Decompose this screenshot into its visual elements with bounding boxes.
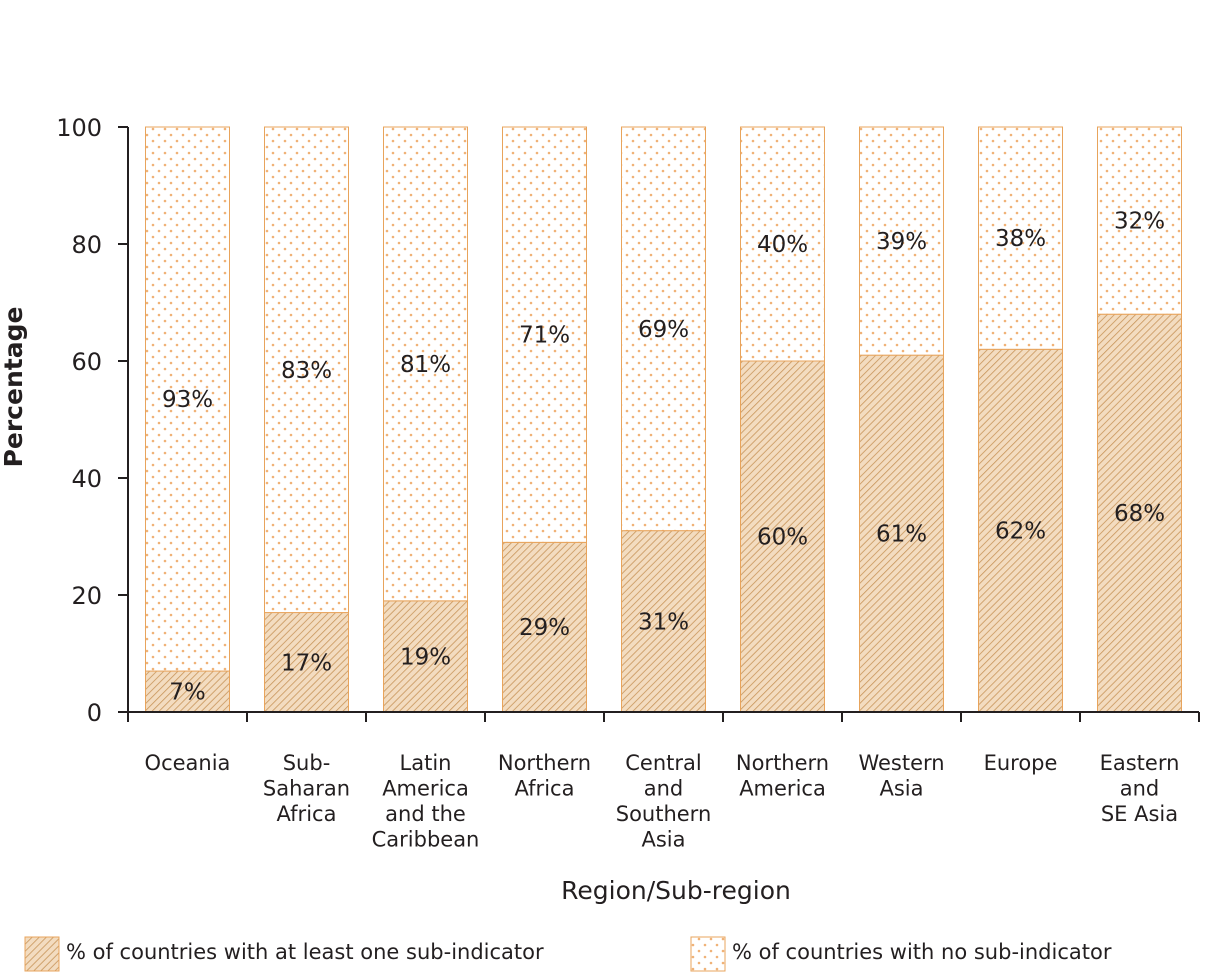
legend: % of countries with at least one sub-ind… bbox=[24, 936, 1112, 972]
data-label-with-subindicator: 19% bbox=[400, 644, 451, 670]
x-tick-label: Oceania bbox=[145, 751, 231, 775]
y-tick-label: 0 bbox=[87, 699, 102, 727]
data-label-no-subindicator: 39% bbox=[876, 229, 927, 255]
data-label-with-subindicator: 17% bbox=[281, 650, 332, 676]
data-label-with-subindicator: 62% bbox=[995, 519, 1046, 545]
axes-layer: 0 20 40 60 80 100 bbox=[56, 114, 1200, 727]
bar-segment-with-subindicator bbox=[1097, 313, 1182, 713]
y-tick-label: 100 bbox=[56, 114, 102, 142]
x-tick-label: Northern Africa bbox=[498, 751, 591, 801]
x-tick-label: Central and Southern Asia bbox=[616, 751, 712, 852]
legend-label-dots: % of countries with no sub-indicator bbox=[732, 940, 1112, 964]
bar-segment-with-subindicator bbox=[859, 354, 944, 713]
y-axis-title: Percentage bbox=[0, 307, 28, 468]
bars-layer bbox=[145, 126, 1182, 713]
x-tick-label: Sub-Saharan Africa bbox=[263, 751, 350, 826]
data-label-with-subindicator: 7% bbox=[169, 680, 206, 706]
bar-segment-with-subindicator bbox=[383, 600, 468, 713]
bar-segment-no-subindicator bbox=[264, 126, 349, 614]
bar-segment-with-subindicator bbox=[145, 670, 230, 713]
y-tick-label: 20 bbox=[71, 582, 102, 610]
y-tick-label: 80 bbox=[71, 231, 102, 259]
x-tick-label: Northern America bbox=[736, 751, 829, 801]
x-tick-label: Western Asia bbox=[858, 751, 944, 801]
data-label-with-subindicator: 29% bbox=[519, 615, 570, 641]
data-label-no-subindicator: 69% bbox=[638, 317, 689, 343]
data-label-with-subindicator: 68% bbox=[1114, 501, 1165, 527]
bar-segment-no-subindicator bbox=[740, 126, 825, 362]
category-labels-layer: Oceania Sub-Saharan Africa Latin America and … bbox=[145, 751, 1180, 852]
bar-segment-no-subindicator bbox=[978, 126, 1063, 350]
data-labels-layer: 7% 93% 17% 83% 19% 81% 29% 71% 31% 69% 60% 40% 61% 39… bbox=[162, 209, 1165, 706]
bar-segment-no-subindicator bbox=[383, 126, 468, 602]
bar-segment-no-subindicator bbox=[621, 126, 706, 532]
x-tick-label: Latin America and the Caribbean bbox=[372, 751, 480, 852]
data-label-with-subindicator: 60% bbox=[757, 525, 808, 551]
y-tick-label: 40 bbox=[71, 465, 102, 493]
bar-segment-no-subindicator bbox=[502, 126, 587, 543]
data-label-no-subindicator: 38% bbox=[995, 226, 1046, 252]
data-label-no-subindicator: 71% bbox=[519, 323, 570, 349]
data-label-no-subindicator: 93% bbox=[162, 387, 213, 413]
y-tick-label: 60 bbox=[71, 348, 102, 376]
x-axis-title: Region/Sub-region bbox=[561, 876, 791, 905]
x-tick-label: Europe bbox=[984, 751, 1058, 775]
bar-segment-with-subindicator bbox=[740, 360, 825, 713]
bar-segment-with-subindicator bbox=[978, 348, 1063, 713]
bar-segment-no-subindicator bbox=[859, 126, 944, 356]
x-tick-label: Eastern and SE Asia bbox=[1100, 751, 1180, 826]
data-label-with-subindicator: 31% bbox=[638, 609, 689, 635]
bar-segment-no-subindicator bbox=[145, 126, 230, 672]
bar-segment-no-subindicator bbox=[1097, 126, 1182, 315]
data-label-no-subindicator: 32% bbox=[1114, 209, 1165, 235]
legend-swatch-dots bbox=[690, 936, 726, 972]
legend-label-hatch: % of countries with at least one sub-ind… bbox=[66, 940, 544, 964]
legend-swatch-hatch bbox=[24, 936, 60, 972]
data-label-no-subindicator: 40% bbox=[757, 232, 808, 258]
data-label-no-subindicator: 81% bbox=[400, 352, 451, 378]
data-label-no-subindicator: 83% bbox=[281, 358, 332, 384]
data-label-with-subindicator: 61% bbox=[876, 522, 927, 548]
